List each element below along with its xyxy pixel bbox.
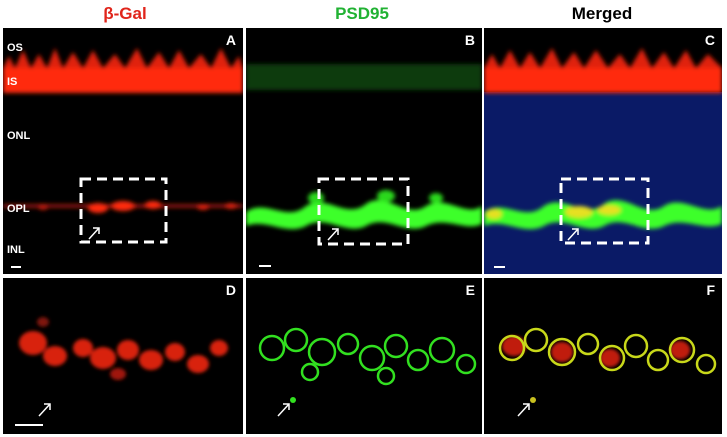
merged-punctum (530, 397, 536, 403)
layer-label-opl: OPL (7, 203, 30, 215)
is-band-merged (484, 48, 722, 93)
opl-band-merged (484, 200, 722, 230)
scale-bar-c (494, 266, 505, 268)
panel-f-image: F (484, 278, 722, 434)
is-band-green (246, 64, 482, 90)
synaptic-rings-green (258, 327, 477, 386)
opl-band-green (246, 190, 482, 230)
zoom-region-box-b (317, 177, 410, 246)
layer-label-onl: ONL (7, 130, 31, 142)
panel-c-graphic (484, 48, 722, 274)
panel-b-graphic (246, 64, 482, 246)
dapi-background (484, 92, 722, 274)
layer-label-os: OS (7, 42, 23, 54)
is-band-red (3, 48, 243, 93)
panel-e-graphic (258, 327, 477, 417)
arrow-icon-f (517, 403, 530, 417)
zoom-region-box-c (559, 177, 650, 245)
merged-red-fill (502, 336, 690, 367)
zoom-region-box-a (79, 177, 168, 244)
layer-label-inl: INL (7, 244, 25, 256)
beta-gal-header-text: β-Gal (103, 4, 147, 23)
arrow-icon-c (567, 228, 579, 241)
scale-bar-b (259, 265, 271, 267)
puncta-red (19, 317, 228, 380)
panel-label-e: E (465, 282, 475, 298)
panel-d-graphic (19, 317, 228, 417)
panel-label-a: A (225, 32, 236, 48)
panel-e-image: E (246, 278, 482, 434)
merged-rings (498, 327, 717, 375)
panel-a-graphic (3, 48, 243, 244)
arrow-icon-e (277, 403, 290, 417)
merged-header-text: Merged (571, 4, 633, 23)
arrow-icon-d (38, 403, 51, 417)
panel-label-b: B (464, 32, 475, 48)
panel-c-image: C (484, 28, 722, 274)
psd95-header-text: PSD95 (335, 4, 389, 23)
panel-label-c: C (704, 32, 715, 48)
opl-band-red (3, 201, 243, 213)
green-punctum (290, 397, 296, 403)
beta-gal-header: β-Gal (10, 0, 240, 26)
panel-a-image: A OS IS ONL OPL INL (3, 28, 243, 274)
psd95-header: PSD95 (246, 0, 478, 26)
panel-b-image: B (246, 28, 482, 274)
arrow-icon-a (88, 227, 100, 240)
panel-label-f: F (706, 282, 715, 298)
scale-bar-d (15, 424, 43, 426)
panel-d-image: D (3, 278, 243, 434)
scale-bar-a (11, 266, 21, 268)
layer-label-is: IS (7, 76, 18, 88)
panel-label-d: D (225, 282, 236, 298)
arrow-icon-b (327, 228, 339, 241)
panel-f-graphic (498, 327, 717, 417)
merged-header: Merged (484, 0, 720, 26)
